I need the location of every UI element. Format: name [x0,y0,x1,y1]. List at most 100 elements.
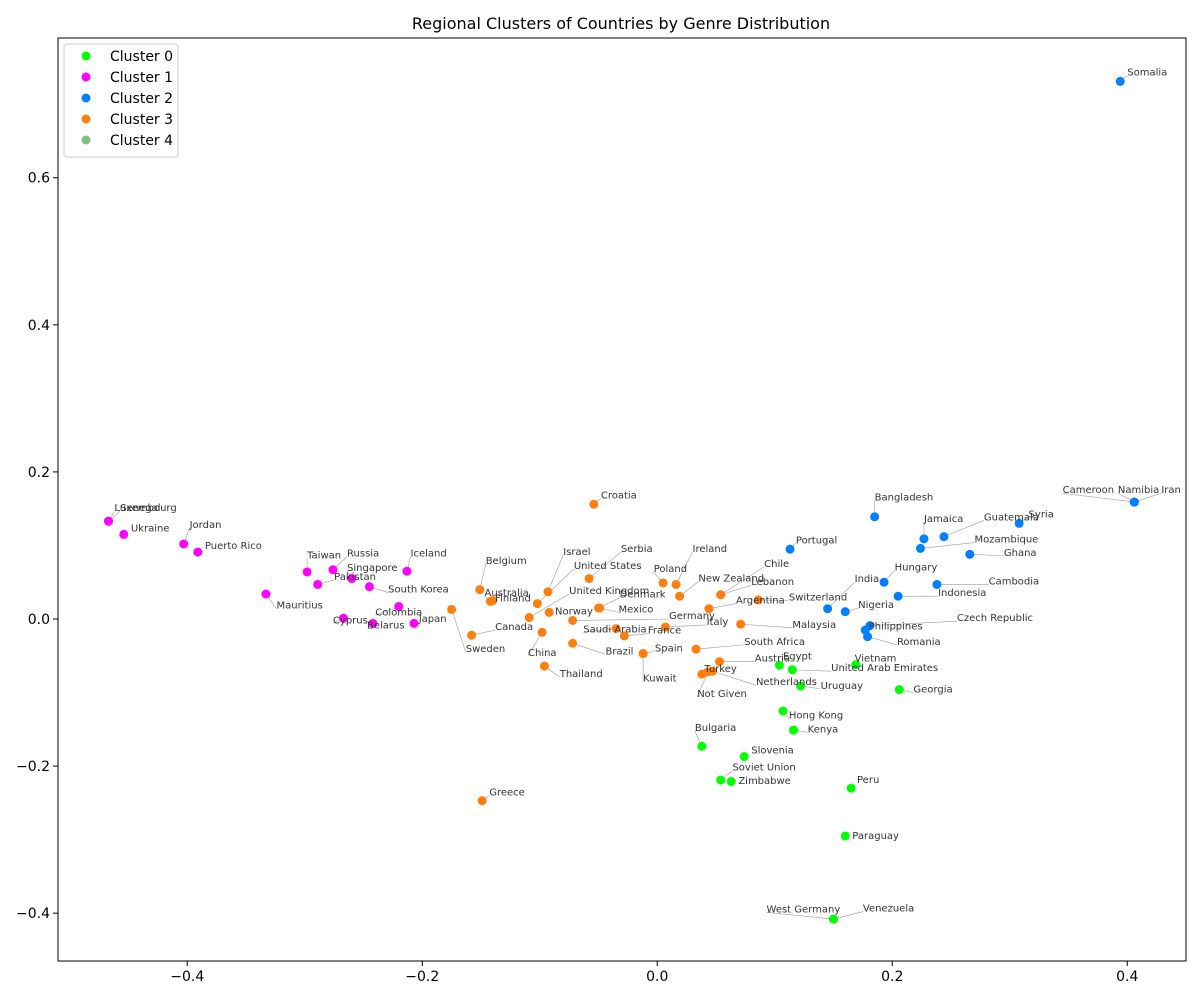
legend-label: Cluster 2 [110,91,173,107]
data-point [1115,76,1125,86]
data-point [524,613,534,623]
point-label: Uruguay [821,681,864,692]
point-label: Denmark [620,590,666,601]
label-leader-line [720,584,752,596]
data-point [328,565,338,575]
label-leader-line [451,609,467,653]
label-leader-line [740,623,793,629]
data-point [939,532,949,542]
point-label: Japan [418,614,447,625]
data-point [785,544,795,554]
point-label: South Korea [388,585,449,596]
x-tick-label: −0.4 [170,969,204,985]
point-label: Cambodia [989,576,1040,587]
point-label: Belgium [486,556,527,567]
point-label: Vietnam [855,654,897,665]
legend-label: Cluster 0 [110,49,173,65]
point-label: Romania [897,637,941,648]
point-label: Not Given [697,689,747,700]
data-point [475,585,485,595]
label-leader-lines [108,75,1162,920]
legend-label: Cluster 3 [110,112,173,128]
data-point [543,587,553,597]
data-point [261,589,271,599]
label-leader-line [537,568,575,604]
data-point [339,613,349,623]
legend-box [63,43,179,158]
legend-marker [81,114,91,124]
point-label: Iran [1161,485,1181,496]
data-point [691,644,701,654]
data-point [789,725,799,735]
point-label: Switzerland [789,593,847,604]
point-label: Bulgaria [695,723,736,734]
label-leader-line [867,636,898,646]
point-label: Ukraine [131,523,170,534]
point-label: Turkey [703,664,737,675]
x-tick-label: 0.4 [1116,969,1138,985]
point-label: Syria [1029,510,1054,521]
point-label: Thailand [559,669,603,680]
label-leader-line [758,599,789,601]
point-label: Zimbabwe [738,776,791,787]
label-leader-line [1134,492,1162,503]
axis-ticks: −0.4 −0.2 0.0 0.2 0.4 −0.4 −0.2 0.0 0.2 0.4 0.6 [16,171,1138,985]
point-label: Italy [707,617,729,628]
data-point [840,831,850,841]
label-leader-line [969,553,1004,557]
label-leader-line [833,911,863,920]
label-leader-line [527,632,543,656]
point-label: Serbia [621,544,653,555]
data-point [544,607,554,617]
point-label: Ireland [693,544,728,555]
point-label: India [855,574,880,585]
label-leader-line [720,566,765,595]
data-point [715,657,725,667]
point-label: Somalia [1127,68,1167,79]
data-point [485,596,495,606]
data-point [595,603,605,613]
data-point [704,604,714,614]
data-point [1129,497,1139,507]
data-point [104,516,114,526]
data-point [467,630,477,640]
point-label: Peru [857,775,879,786]
point-label: Singapore [347,563,397,574]
data-point [409,618,419,628]
point-label: Ghana [1004,548,1037,559]
legend-label: Cluster 1 [110,70,173,86]
data-point [894,685,904,695]
data-point [932,579,942,589]
data-point [753,595,763,605]
legend: Cluster 0 Cluster 1 Cluster 2 Cluster 3 Clus… [63,43,179,158]
data-point [829,914,838,924]
legend-marker [81,135,91,145]
point-label: Philippines [869,621,923,632]
data-point [671,579,681,589]
legend-marker [81,51,91,61]
point-label: Guatemala [984,512,1039,523]
data-point [368,618,378,628]
data-point [660,622,670,632]
data-point [539,661,549,671]
point-label: Taiwan [306,551,341,562]
data-point [716,590,726,600]
plot-frame [57,37,1187,962]
x-tick-label: 0.2 [881,969,903,985]
data-point [347,574,357,584]
point-label: Greece [489,788,525,799]
point-label: Austria [755,654,790,665]
data-point [879,577,889,587]
x-tick-label: −0.2 [405,969,439,985]
point-label: Sweden [466,644,506,655]
data-point [716,775,726,785]
label-leader-line [708,603,737,610]
label-leader-line [869,620,957,626]
data-point [589,499,599,509]
point-label: Netherlands [756,677,817,688]
y-tick-label: 0.2 [28,465,50,481]
label-leader-line [588,551,622,579]
y-tick-label: −0.4 [16,906,50,922]
data-point [119,529,129,539]
